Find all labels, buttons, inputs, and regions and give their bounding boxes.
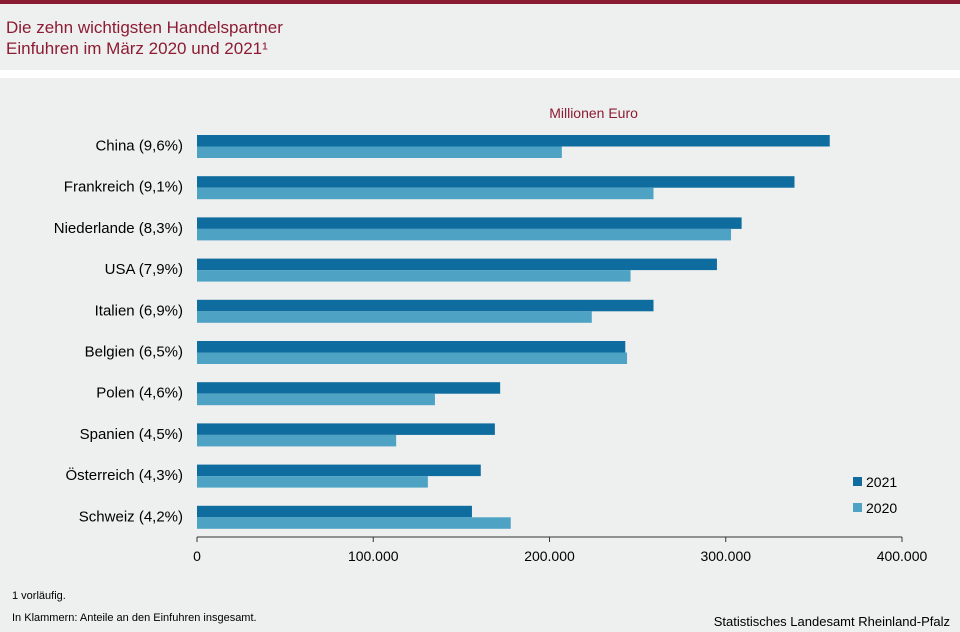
category-label: Belgien (6,5%) (85, 344, 183, 361)
title-separator (0, 70, 960, 78)
category-label: Schweiz (4,2%) (79, 508, 183, 525)
bar-2021 (197, 217, 742, 229)
bar-2021 (197, 423, 495, 435)
bar-2021 (197, 299, 654, 312)
footnote-brackets: In Klammern: Anteile an den Einfuhren in… (12, 612, 257, 624)
bar-2020 (197, 187, 654, 200)
bar-2021 (197, 382, 501, 394)
category-label: Niederlande (8,3%) (54, 220, 183, 237)
bar-2020 (197, 517, 511, 529)
x-tick-label: 100.000 (348, 548, 399, 564)
bar-2021 (197, 505, 472, 518)
footnote-preliminary: 1 vorläufig. (12, 590, 66, 602)
bar-2020 (197, 352, 628, 364)
bar-2021 (197, 464, 481, 477)
bar-2021 (197, 341, 626, 353)
bar-2021 (197, 258, 717, 271)
category-label: Frankreich (9,1%) (64, 179, 183, 196)
legend-label-2021: 2021 (866, 474, 897, 490)
bar-chart: Millionen Euro China (9,6%) Frankreich (9,… (54, 105, 928, 564)
category-label: China (9,6%) (95, 138, 183, 155)
bar-2020 (197, 228, 732, 241)
bar-2020 (197, 270, 631, 282)
title-line-2: Einfuhren im März 2020 und 2021¹ (6, 39, 268, 58)
bar-2020 (197, 393, 435, 406)
category-label: Spanien (4,5%) (80, 426, 183, 443)
source-credit: Statistisches Landesamt Rheinland-Pfalz (713, 614, 950, 629)
bar-2020 (197, 434, 397, 447)
top-accent-bar (0, 0, 960, 4)
x-tick-label: 200.000 (524, 548, 575, 564)
unit-label: Millionen Euro (549, 105, 638, 121)
category-label: Italien (6,9%) (95, 302, 183, 319)
title-line-1: Die zehn wichtigsten Handelspartner (6, 18, 283, 37)
bar-2021 (197, 176, 795, 188)
x-tick-label: 400.000 (877, 548, 928, 564)
category-label: Österreich (4,3%) (65, 466, 183, 484)
category-label: USA (7,9%) (105, 261, 183, 278)
x-tick-label: 0 (193, 548, 201, 564)
legend-swatch-2021 (853, 477, 862, 486)
legend-swatch-2020 (853, 503, 862, 512)
bar-2020 (197, 146, 562, 158)
x-tick-label: 300.000 (700, 548, 751, 564)
chart-title: Die zehn wichtigsten Handelspartner Einf… (6, 17, 283, 59)
category-label: Polen (4,6%) (96, 385, 183, 402)
legend-label-2020: 2020 (866, 500, 897, 516)
bar-2020 (197, 311, 592, 323)
bar-2021 (197, 135, 830, 147)
bar-2020 (197, 476, 428, 488)
